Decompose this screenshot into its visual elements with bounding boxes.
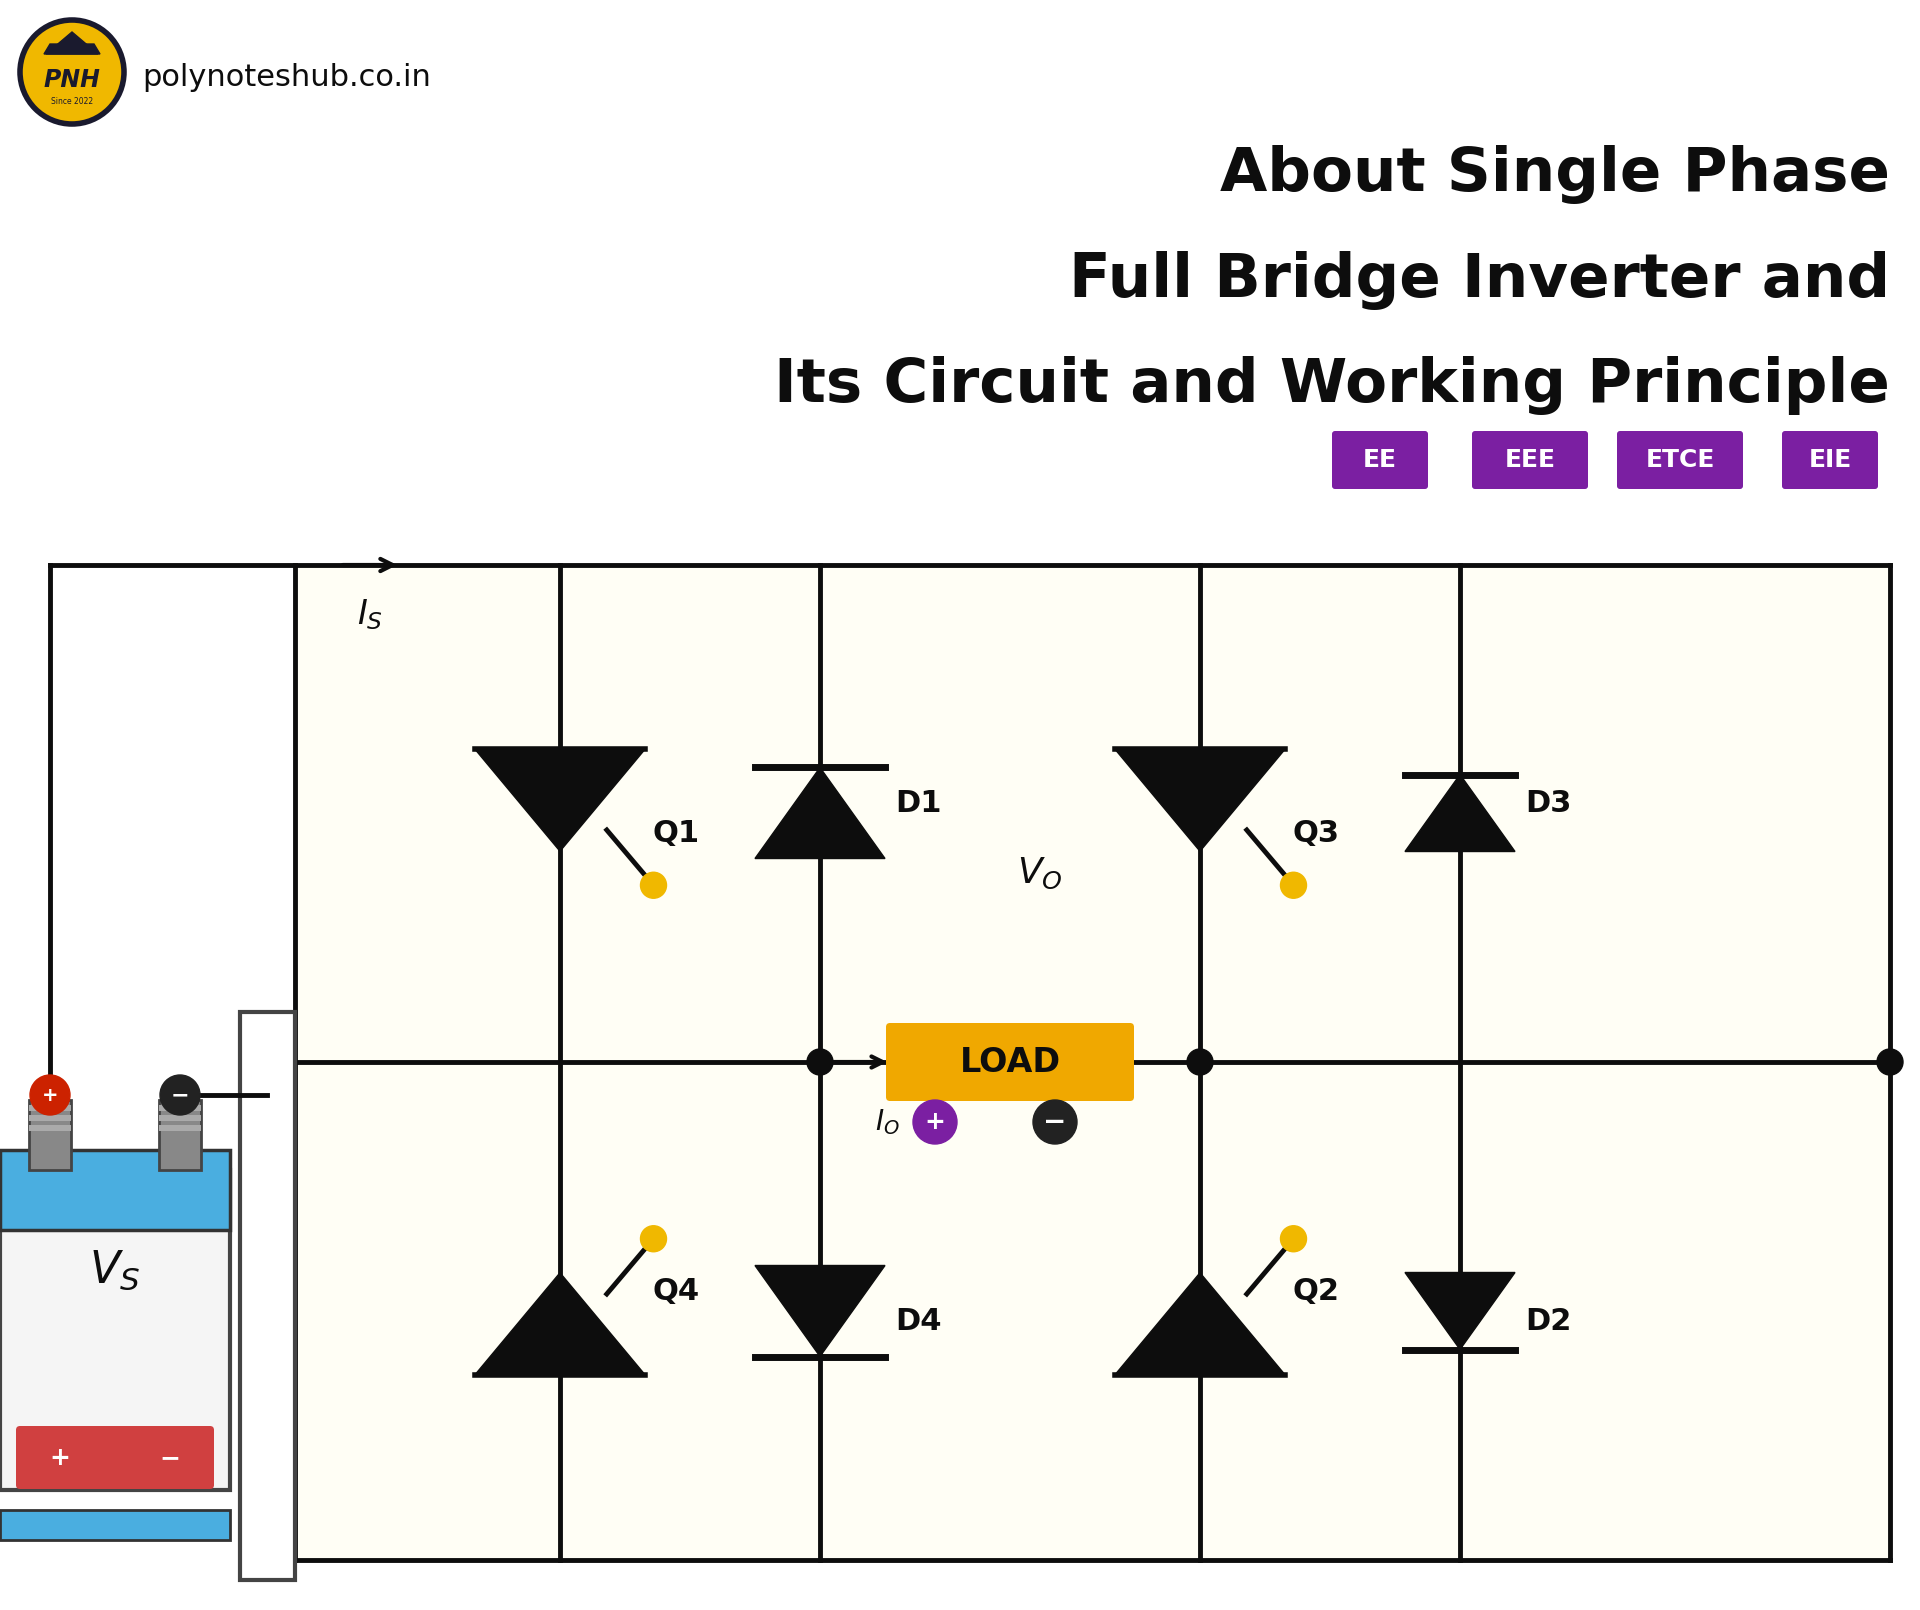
Polygon shape	[1116, 1274, 1284, 1375]
Text: +: +	[42, 1085, 58, 1104]
Text: ETCE: ETCE	[1645, 448, 1715, 472]
Text: Since 2022: Since 2022	[52, 98, 92, 106]
Text: Q1: Q1	[653, 818, 699, 847]
Text: polynoteshub.co.in: polynoteshub.co.in	[142, 63, 430, 92]
Polygon shape	[755, 768, 885, 858]
Polygon shape	[44, 43, 100, 55]
Bar	[159, 1125, 202, 1130]
Circle shape	[19, 19, 125, 124]
Text: EEE: EEE	[1505, 448, 1555, 472]
Text: D3: D3	[1524, 789, 1571, 818]
Text: EIE: EIE	[1809, 448, 1851, 472]
FancyBboxPatch shape	[1782, 431, 1878, 489]
Polygon shape	[474, 749, 645, 852]
Bar	[159, 1116, 202, 1121]
Text: D1: D1	[895, 789, 941, 818]
FancyBboxPatch shape	[1332, 431, 1428, 489]
Text: +: +	[925, 1109, 945, 1133]
Text: $I_O$: $I_O$	[876, 1108, 900, 1137]
Bar	[159, 1100, 202, 1170]
Bar	[0, 1170, 230, 1489]
Bar	[29, 1116, 71, 1121]
Circle shape	[806, 1050, 833, 1075]
Bar	[29, 1100, 71, 1170]
Bar	[0, 1510, 230, 1541]
Text: Its Circuit and Working Principle: Its Circuit and Working Principle	[774, 356, 1889, 414]
FancyBboxPatch shape	[15, 1426, 213, 1489]
Bar	[296, 565, 1889, 1560]
Bar	[29, 1104, 71, 1111]
Bar	[240, 1013, 296, 1579]
Circle shape	[1033, 1100, 1077, 1145]
Text: +: +	[50, 1446, 71, 1470]
FancyBboxPatch shape	[1617, 431, 1743, 489]
Text: LOAD: LOAD	[960, 1045, 1060, 1079]
Text: −: −	[1043, 1108, 1068, 1137]
Bar	[29, 1125, 71, 1130]
Text: Q2: Q2	[1292, 1277, 1338, 1306]
Polygon shape	[755, 1265, 885, 1357]
Text: $I_S$: $I_S$	[357, 597, 382, 631]
Text: D4: D4	[895, 1306, 941, 1336]
Text: PNH: PNH	[44, 68, 100, 92]
Bar	[0, 1150, 230, 1230]
Circle shape	[159, 1075, 200, 1116]
Polygon shape	[46, 32, 98, 55]
Text: About Single Phase: About Single Phase	[1219, 145, 1889, 204]
Bar	[0, 1510, 230, 1541]
Circle shape	[1281, 873, 1306, 898]
Polygon shape	[474, 1274, 645, 1375]
Circle shape	[641, 1225, 666, 1251]
Circle shape	[31, 1075, 69, 1116]
Text: EE: EE	[1363, 448, 1398, 472]
Text: −: −	[171, 1085, 190, 1104]
Circle shape	[639, 641, 1400, 1401]
Text: $V_S$: $V_S$	[90, 1248, 140, 1291]
Polygon shape	[1405, 1272, 1515, 1349]
Text: −: −	[159, 1446, 180, 1470]
Circle shape	[641, 873, 666, 898]
Text: Q4: Q4	[653, 1277, 699, 1306]
Polygon shape	[1116, 749, 1284, 852]
Circle shape	[914, 1100, 956, 1145]
Text: D2: D2	[1524, 1306, 1571, 1336]
FancyBboxPatch shape	[1473, 431, 1588, 489]
Circle shape	[1878, 1050, 1903, 1075]
Text: Since 2022: Since 2022	[920, 1093, 1121, 1127]
Bar	[159, 1104, 202, 1111]
Circle shape	[1281, 1225, 1306, 1251]
Text: Full Bridge Inverter and: Full Bridge Inverter and	[1069, 251, 1889, 309]
Circle shape	[1187, 1050, 1213, 1075]
Text: Q3: Q3	[1292, 818, 1338, 847]
Polygon shape	[1405, 774, 1515, 852]
FancyBboxPatch shape	[885, 1022, 1135, 1101]
Text: PNH: PNH	[753, 873, 1288, 1087]
Text: $V_O$: $V_O$	[1018, 855, 1064, 890]
